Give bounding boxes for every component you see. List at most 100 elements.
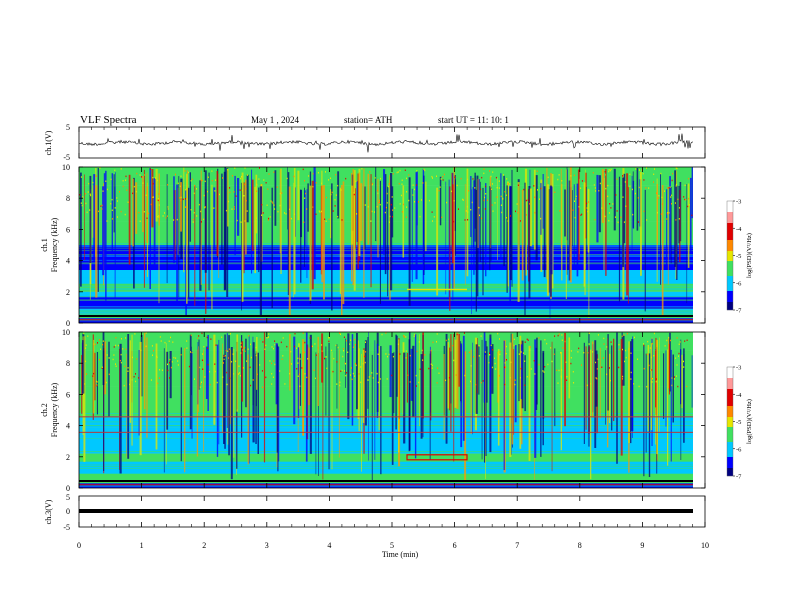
spectrogram-speckle [315,213,317,215]
spectrogram-line [79,485,693,486]
spectrogram-speckle [83,332,85,335]
spectrogram-streak [257,352,259,454]
spectrogram-speckle [386,192,388,195]
spectrogram-speckle [158,215,160,217]
spectrogram-speckle [675,185,677,187]
spectrogram-speckle [633,383,635,385]
spectrogram-speckle [279,204,281,207]
spectrogram-streak [455,179,456,256]
spectrogram-speckle [504,366,506,369]
spectrogram-speckle [575,195,577,198]
spectrogram-speckle [540,217,542,220]
spectrogram-speckle [114,169,116,172]
colorbar-segment [727,426,733,428]
spectrogram-streak [218,339,220,445]
spectrogram-streak [458,334,460,387]
colorbar-segment [727,274,733,276]
spectrogram-speckle [152,196,154,198]
ytick-label: 8 [66,194,70,203]
spectrogram-speckle [216,381,218,384]
spectrogram-speckle [566,379,568,381]
spectrogram-speckle [605,187,607,190]
spectrogram-speckle [259,167,260,169]
spectrogram-line [79,289,693,291]
spectrogram-speckle [432,341,434,344]
spectrogram-speckle [475,383,477,386]
spectrogram-speckle [152,176,154,179]
colorbar-segment [727,469,733,471]
spectrogram-speckle [643,179,645,181]
spectrogram-streak [277,346,279,472]
spectrogram-streak [474,175,476,242]
spectrogram-streak [460,341,462,402]
spectrogram-speckle [419,215,421,218]
spectrogram-speckle [343,350,345,352]
spectrogram-streak [443,354,445,440]
spectrogram-speckle [609,367,610,369]
colorbar-segment [727,239,733,241]
spectrogram-speckle [622,348,623,351]
spectrogram-speckle [560,375,562,378]
spectrogram-line [79,448,693,450]
colorbar-segment [727,223,733,225]
spectrogram-speckle [626,332,628,335]
spectrogram-speckle [377,381,379,384]
spectrogram-speckle [139,220,141,222]
spectrogram-streak [371,354,373,481]
spectrogram-speckle [675,183,677,186]
spectrogram-speckle [182,198,184,201]
spectrogram-streak [203,349,205,452]
colorbar-segment [727,459,733,461]
spectrogram-speckle [277,210,279,213]
spectrogram-speckle [498,180,500,182]
spectrogram-speckle [180,354,182,356]
spectrogram-speckle [668,187,670,189]
colorbar-segment [727,215,733,217]
spectrogram-speckle [116,197,118,199]
spectrogram-speckle [623,334,625,336]
spectrogram-streak [321,185,324,283]
spectrogram-speckle [201,179,203,182]
spectrogram-speckle [340,370,342,372]
spectrogram-streak [158,173,160,304]
spectrogram-speckle [439,186,441,188]
spectrogram-speckle [191,351,193,354]
spectrogram-speckle [543,371,545,373]
spectrogram-speckle [207,363,209,366]
spectrogram-dc-line [79,484,693,486]
spectrogram-speckle [403,203,405,206]
spectrogram-speckle [648,364,650,367]
colorbar-segment [727,417,733,419]
spectrogram-streak [411,188,413,282]
spectrogram-streak [89,175,92,264]
spectrogram-streak [482,187,484,296]
ch1-waveform-line [79,133,694,153]
spectrogram-streak [550,185,552,297]
spectrogram-speckle [225,209,227,212]
spectrogram-streak [451,184,454,264]
spectrogram-speckle [202,353,204,355]
xtick-label: 3 [265,541,269,550]
spectrogram-speckle [463,332,465,334]
spectrogram-speckle [120,361,122,364]
spectrogram-speckle [211,179,213,182]
spectrogram-speckle [629,173,631,176]
spectrogram-streak [389,345,392,398]
spectrogram-speckle [675,167,677,169]
spectrogram-speckle [350,339,352,341]
spectrogram-streak [252,348,254,406]
spectrogram-speckle [392,355,394,358]
spectrogram-speckle [386,378,388,380]
colorbar-segment [727,262,733,264]
spectrogram-streak [406,352,408,403]
spectrogram-line [79,482,693,484]
colorbar-segment [727,415,733,417]
spectrogram-speckle [415,374,417,377]
spectrogram-streak [328,342,330,470]
spectrogram-speckle [443,173,445,176]
spectrogram-line [79,413,693,414]
spectrogram-speckle [634,336,635,339]
spectrogram-speckle [302,332,304,334]
spectrogram-speckle [581,364,582,366]
